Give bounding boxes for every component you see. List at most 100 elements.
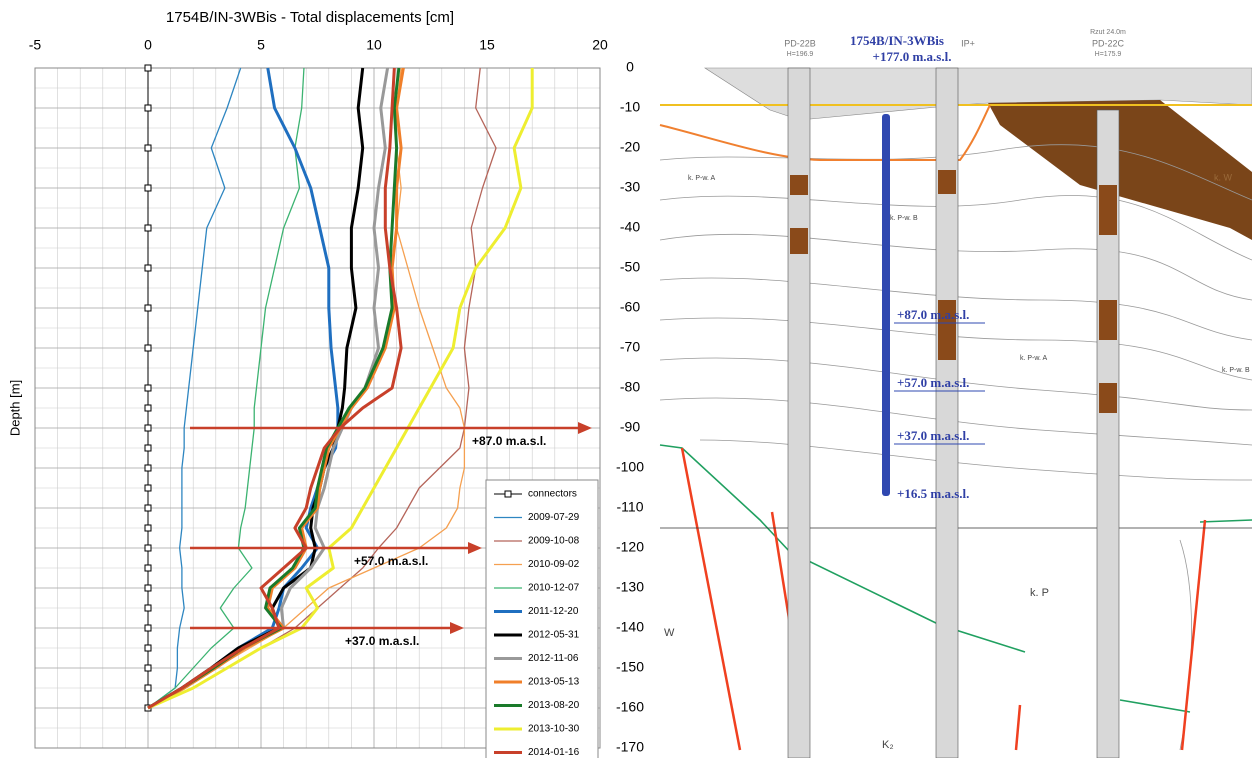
annotation-label: +37.0 m.a.s.l. — [345, 634, 419, 648]
arrow-head — [450, 622, 464, 634]
connector-marker — [144, 444, 152, 452]
y-tick-label: -60 — [620, 299, 640, 315]
legend-label: 2012-11-06 — [528, 653, 579, 664]
cross-section: 1754B/IN-3WBis +177.0 m.a.s.l. +87.0 m.a… — [659, 29, 1252, 759]
y-tick-label: -160 — [616, 699, 644, 715]
zone-label: k. P-w. B — [1222, 367, 1250, 374]
arrow-head — [468, 542, 482, 554]
borehole-label: H=175.9 — [1095, 51, 1122, 58]
cross-section-subtitle: +177.0 m.a.s.l. — [873, 49, 952, 64]
legend-label: 2013-10-30 — [528, 724, 580, 735]
connector-marker — [144, 224, 152, 232]
y-tick-label: -70 — [620, 339, 640, 355]
y-tick-label: -80 — [620, 379, 640, 395]
legend-label: 2010-12-07 — [528, 583, 580, 594]
level-underlines — [894, 322, 985, 445]
green-line — [1119, 519, 1252, 713]
connector-marker — [144, 344, 152, 352]
legend-label: 2009-07-29 — [528, 512, 580, 523]
zone-label: k. P-w. A — [1020, 355, 1048, 362]
clay-layer — [988, 100, 1252, 240]
boreholes — [787, 67, 1120, 759]
connector-marker — [144, 624, 152, 632]
series-line — [147, 67, 242, 709]
borehole-label: H=196.9 — [787, 51, 814, 58]
y-tick-label: -20 — [620, 139, 640, 155]
cross-section-title: 1754B/IN-3WBis — [850, 33, 944, 48]
borehole-label: Rzut 24.0m — [1090, 29, 1126, 36]
legend-label: 2010-09-02 — [528, 559, 580, 570]
connector-marker — [144, 544, 152, 552]
zone-label: k. W — [1214, 172, 1233, 182]
legend-label: 2013-08-20 — [528, 700, 580, 711]
y-tick-label: -170 — [616, 739, 644, 755]
borehole-label: IP+ — [961, 38, 975, 48]
legend-label: 2012-05-31 — [528, 630, 580, 641]
connector-marker — [144, 144, 152, 152]
level-label: +37.0 m.a.s.l. — [897, 428, 969, 443]
arrow-head — [578, 422, 592, 434]
y-tick-label: -100 — [616, 459, 644, 475]
y-tick-label: -150 — [616, 659, 644, 675]
connector-marker — [144, 64, 152, 72]
y-tick-label: -90 — [620, 419, 640, 435]
y-tick-label: -110 — [617, 499, 644, 515]
inclinometer-bar — [882, 114, 890, 496]
level-label: +57.0 m.a.s.l. — [897, 375, 969, 390]
connector-marker — [144, 524, 152, 532]
legend-label: 2014-01-16 — [528, 747, 580, 758]
connector-marker — [144, 604, 152, 612]
connector-marker — [144, 184, 152, 192]
y-tick-label: -40 — [620, 219, 640, 235]
y-tick-label: -10 — [620, 99, 640, 115]
x-tick-label: 0 — [144, 37, 152, 53]
connector-marker — [144, 384, 152, 392]
legend-label: 2011-12-20 — [528, 606, 579, 617]
legend-label: connectors — [528, 489, 577, 500]
zone-label: k. P — [1030, 587, 1049, 599]
annotation-label: +87.0 m.a.s.l. — [472, 434, 546, 448]
chart-title: 1754B/IN-3WBis - Total displacements [cm… — [166, 9, 454, 26]
x-tick-label: 5 — [257, 37, 265, 53]
connector-marker — [144, 304, 152, 312]
connector-marker — [144, 104, 152, 112]
x-tick-label: 15 — [479, 37, 495, 53]
connector-marker — [144, 464, 152, 472]
zone-label: k. P-w. A — [688, 175, 716, 182]
y-axis-label: Depth [m] — [7, 380, 22, 436]
connector-marker — [144, 684, 152, 692]
y-tick-label: -30 — [620, 179, 640, 195]
connector-marker — [144, 584, 152, 592]
borehole-label: PD-22B — [784, 38, 816, 48]
connector-marker — [144, 484, 152, 492]
level-label: +87.0 m.a.s.l. — [897, 307, 969, 322]
connector-marker — [144, 644, 152, 652]
connector-marker — [144, 564, 152, 572]
y-tick-label: -140 — [616, 619, 644, 635]
plot-frame — [34, 67, 601, 749]
contour-lines — [659, 144, 1252, 751]
x-tick-label: -5 — [29, 37, 42, 53]
zone-label: W — [664, 627, 675, 639]
y-tick-label: -130 — [616, 579, 644, 595]
connector-marker — [144, 264, 152, 272]
legend-box — [485, 479, 599, 763]
level-label: +16.5 m.a.s.l. — [897, 486, 969, 501]
legend-marker — [504, 490, 512, 498]
annotation-label: +57.0 m.a.s.l. — [354, 554, 428, 568]
borehole-label: PD-22C — [1092, 38, 1125, 48]
zone-label: K₂ — [882, 739, 894, 751]
legend-label: 2009-10-08 — [528, 536, 580, 547]
connector-marker — [144, 504, 152, 512]
x-tick-label: 10 — [366, 37, 382, 53]
y-tick-label: -120 — [616, 539, 644, 555]
legend-label: 2013-05-13 — [528, 677, 580, 688]
connector-marker — [144, 404, 152, 412]
zone-label: k. P-w. B — [890, 215, 918, 222]
x-tick-label: 20 — [592, 37, 608, 53]
y-tick-label: 0 — [626, 59, 634, 75]
connector-marker — [144, 424, 152, 432]
y-tick-label: -50 — [620, 259, 640, 275]
connector-marker — [144, 664, 152, 672]
